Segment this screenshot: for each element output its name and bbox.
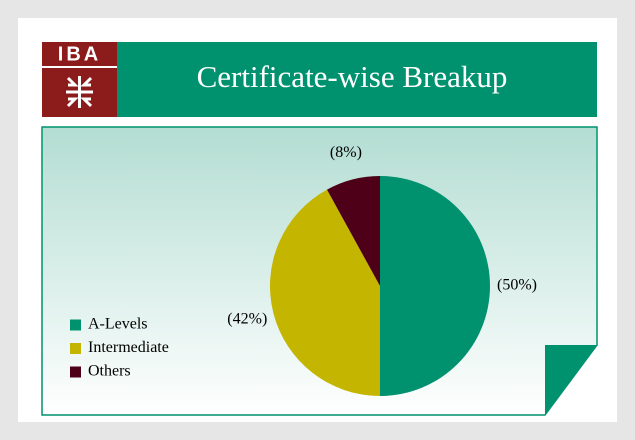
title-bar: [117, 42, 597, 117]
legend-swatch: [70, 366, 81, 378]
pie-slice: [380, 176, 490, 396]
legend-label: Others: [88, 363, 131, 380]
pie-slice: [327, 176, 380, 286]
data-label: (8%): [330, 144, 362, 161]
pie-slice: [270, 189, 380, 396]
legend-swatch: [70, 343, 81, 354]
folded-corner: [545, 345, 597, 415]
chart-title: Certificate-wise Breakup: [197, 59, 508, 94]
legend-swatch: [70, 319, 81, 331]
logo-top: [42, 42, 117, 66]
legend-label: Intermediate: [88, 339, 169, 356]
logo-symbol: [66, 76, 93, 108]
data-label: (50%): [497, 277, 537, 294]
data-label: (42%): [227, 311, 267, 328]
logo-text: IBA: [58, 43, 101, 65]
legend-label: A-Levels: [88, 316, 148, 333]
